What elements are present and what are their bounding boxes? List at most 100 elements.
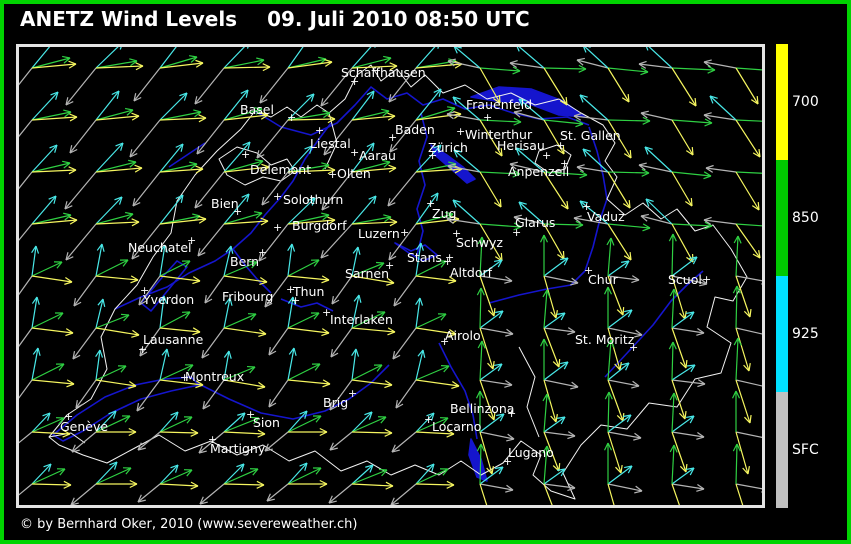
wind-arrowhead-925 xyxy=(47,412,51,421)
wind-arrow-SFC xyxy=(638,63,673,69)
wind-arrowhead-850 xyxy=(382,159,391,163)
wind-arrowhead-700 xyxy=(615,466,622,474)
wind-arrow-700 xyxy=(671,483,680,505)
wind-arrow-SFC xyxy=(543,431,576,437)
wind-arrowhead-850 xyxy=(481,340,486,349)
wind-arrowhead-925 xyxy=(624,465,633,469)
wind-arrow-700 xyxy=(351,115,396,121)
wind-arrowhead-925 xyxy=(420,242,424,251)
wind-arrow-SFC xyxy=(576,166,609,173)
wind-arrow-SFC xyxy=(19,327,33,347)
wind-arrow-925 xyxy=(479,466,504,485)
wind-arrowhead-SFC xyxy=(513,111,521,118)
station-marker: + xyxy=(400,226,409,239)
wind-arrowhead-850 xyxy=(380,416,387,424)
wind-arrow-925 xyxy=(223,141,251,173)
wind-arrowhead-700 xyxy=(195,165,204,170)
wind-arrow-SFC xyxy=(735,379,762,387)
wind-arrowhead-SFC xyxy=(635,329,643,336)
wind-arrow-925 xyxy=(287,93,315,121)
wind-arrowhead-850 xyxy=(126,213,134,220)
wind-arrowhead-700 xyxy=(62,433,71,438)
wind-arrow-850 xyxy=(287,312,320,329)
wind-arrowhead-925 xyxy=(437,47,439,49)
wind-arrow-925 xyxy=(223,245,232,277)
wind-arrowhead-850 xyxy=(184,260,191,268)
wind-arrow-SFC xyxy=(387,171,417,207)
wind-arrowhead-850 xyxy=(322,214,330,221)
wind-arrow-925 xyxy=(223,47,246,69)
wind-arrowhead-850 xyxy=(250,416,260,419)
wind-arrow-700 xyxy=(223,431,266,435)
wind-arrow-850 xyxy=(31,111,72,121)
wind-arrow-700 xyxy=(543,483,553,505)
wind-arrow-SFC xyxy=(638,164,673,173)
wind-arrowhead-700 xyxy=(498,94,501,104)
wind-arrow-850 xyxy=(671,119,713,124)
wind-arrow-SFC xyxy=(543,275,579,284)
wind-arrowhead-SFC xyxy=(65,256,74,261)
wind-arrowhead-925 xyxy=(579,94,588,98)
wind-arrowhead-700 xyxy=(627,93,630,103)
station-marker: + xyxy=(512,226,521,239)
wind-arrow-SFC xyxy=(513,216,545,225)
river-path xyxy=(280,298,334,312)
wind-arrowhead-850 xyxy=(120,365,127,373)
wind-arrowhead-850 xyxy=(606,339,612,348)
wind-arrowhead-850 xyxy=(63,57,71,64)
wind-arrow-850 xyxy=(607,119,651,122)
wind-arrowhead-700 xyxy=(198,114,207,119)
title-timestamp: 09. Juli 2010 08:50 UTC xyxy=(267,7,530,31)
wind-arrowhead-700 xyxy=(684,410,687,420)
wind-arrowhead-700 xyxy=(62,429,71,435)
station-marker: + xyxy=(350,75,359,88)
wind-arrow-925 xyxy=(159,295,165,329)
wind-arrowhead-850 xyxy=(189,55,198,58)
wind-arrow-700 xyxy=(671,379,686,420)
station-marker: + xyxy=(452,227,461,240)
wind-arrowhead-SFC xyxy=(258,253,262,262)
wind-arrowhead-925 xyxy=(31,245,37,254)
wind-arrow-700 xyxy=(31,275,73,283)
wind-arrow-SFC xyxy=(204,275,225,304)
wind-arrowhead-925 xyxy=(515,147,524,151)
wind-arrow-850 xyxy=(287,467,322,485)
station-marker: + xyxy=(233,205,242,218)
wind-arrow-SFC xyxy=(139,327,161,357)
wind-arrowhead-SFC xyxy=(395,403,404,409)
wind-arrow-700 xyxy=(607,275,624,316)
wind-arrowhead-850 xyxy=(381,469,388,477)
wind-arrowhead-SFC xyxy=(506,328,514,335)
wind-arrowhead-SFC xyxy=(137,447,146,451)
wind-arrow-850 xyxy=(159,364,194,381)
wind-arrow-700 xyxy=(543,223,565,260)
wind-arrowhead-SFC xyxy=(391,449,400,453)
wind-arrowhead-SFC xyxy=(705,167,714,173)
wind-arrowhead-850 xyxy=(543,234,549,243)
wind-arrowhead-850 xyxy=(575,220,584,226)
wind-arrow-925 xyxy=(543,416,566,433)
wind-arrowhead-925 xyxy=(180,143,184,152)
wind-arrow-925 xyxy=(223,463,245,485)
wind-arrow-925 xyxy=(518,201,545,225)
wind-arrowhead-SFC xyxy=(446,216,455,220)
wind-arrowhead-700 xyxy=(616,414,624,422)
wind-arrow-SFC xyxy=(64,171,97,210)
wind-arrow-850 xyxy=(351,57,392,69)
wind-arrowhead-925 xyxy=(159,295,165,304)
wind-arrowhead-700 xyxy=(66,383,75,388)
wind-arrowhead-925 xyxy=(230,245,234,254)
wind-arrowhead-850 xyxy=(703,175,712,180)
wind-arrowhead-925 xyxy=(175,143,184,148)
wind-arrowhead-850 xyxy=(479,390,485,399)
wind-arrowhead-700 xyxy=(562,145,565,155)
station-marker: + xyxy=(542,149,551,162)
wind-arrow-850 xyxy=(351,311,386,329)
wind-arrowhead-850 xyxy=(578,64,587,70)
city-label: Genève xyxy=(60,419,108,434)
wind-arrowhead-925 xyxy=(498,310,504,319)
wind-arrow-925 xyxy=(95,47,119,69)
wind-arrowhead-850 xyxy=(673,392,678,401)
wind-arrowhead-925 xyxy=(365,464,374,468)
wind-arrowhead-700 xyxy=(64,281,73,285)
